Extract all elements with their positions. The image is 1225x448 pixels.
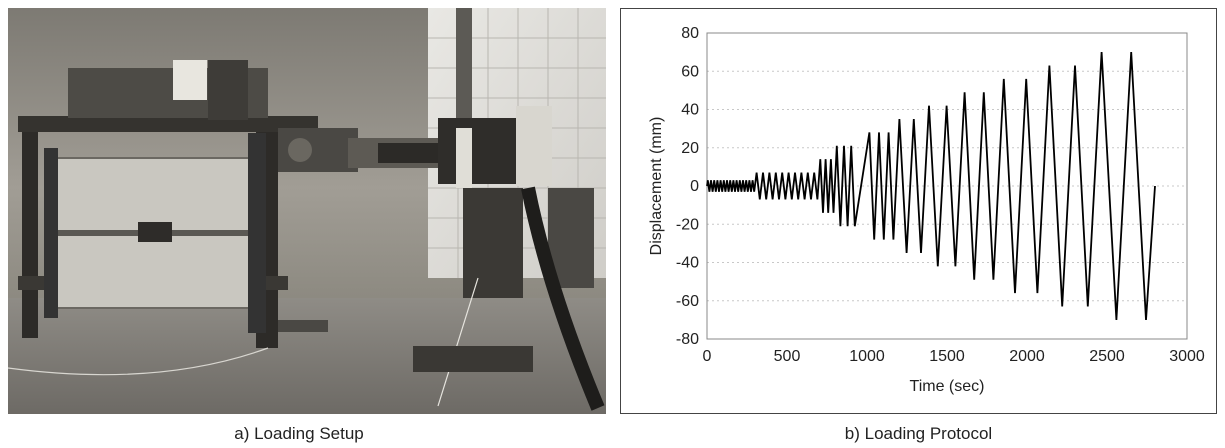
x-tick-label: 3000 bbox=[1169, 348, 1205, 365]
y-tick-label: -60 bbox=[676, 293, 699, 310]
y-tick-label: 0 bbox=[690, 178, 699, 195]
y-tick-label: 60 bbox=[681, 63, 699, 80]
loading-setup-photo bbox=[8, 8, 606, 414]
x-tick-label: 0 bbox=[703, 348, 712, 365]
x-tick-labels: 0 500 1000 1500 2000 2500 3000 bbox=[703, 348, 1205, 365]
x-tick-label: 1500 bbox=[929, 348, 965, 365]
x-tick-label: 2500 bbox=[1089, 348, 1125, 365]
y-tick-label: -40 bbox=[676, 255, 699, 272]
x-tick-label: 500 bbox=[774, 348, 801, 365]
photo-caption: a) Loading Setup bbox=[234, 424, 364, 443]
y-axis-title: Displacement (mm) bbox=[648, 117, 665, 256]
x-axis-title: Time (sec) bbox=[910, 378, 985, 395]
chart-caption: b) Loading Protocol bbox=[844, 424, 993, 443]
chart-panel: 80 60 40 20 0 -20 -40 -60 -80 0 500 1000 1500 2000 25… bbox=[620, 8, 1217, 414]
loading-protocol-chart: 80 60 40 20 0 -20 -40 -60 -80 0 500 1000 1500 2000 25… bbox=[648, 25, 1205, 395]
y-tick-label: 40 bbox=[681, 102, 699, 119]
loading-setup-illustration bbox=[8, 8, 606, 414]
y-tick-labels: 80 60 40 20 0 -20 -40 -60 -80 bbox=[676, 25, 699, 348]
y-tick-label: 20 bbox=[681, 140, 699, 157]
displacement-series-line bbox=[706, 52, 1156, 320]
x-tick-label: 2000 bbox=[1009, 348, 1045, 365]
y-tick-label: -80 bbox=[676, 331, 699, 348]
x-tick-label: 1000 bbox=[849, 348, 885, 365]
y-tick-label: -20 bbox=[676, 216, 699, 233]
y-tick-label: 80 bbox=[681, 25, 699, 42]
photo-panel bbox=[8, 8, 606, 414]
